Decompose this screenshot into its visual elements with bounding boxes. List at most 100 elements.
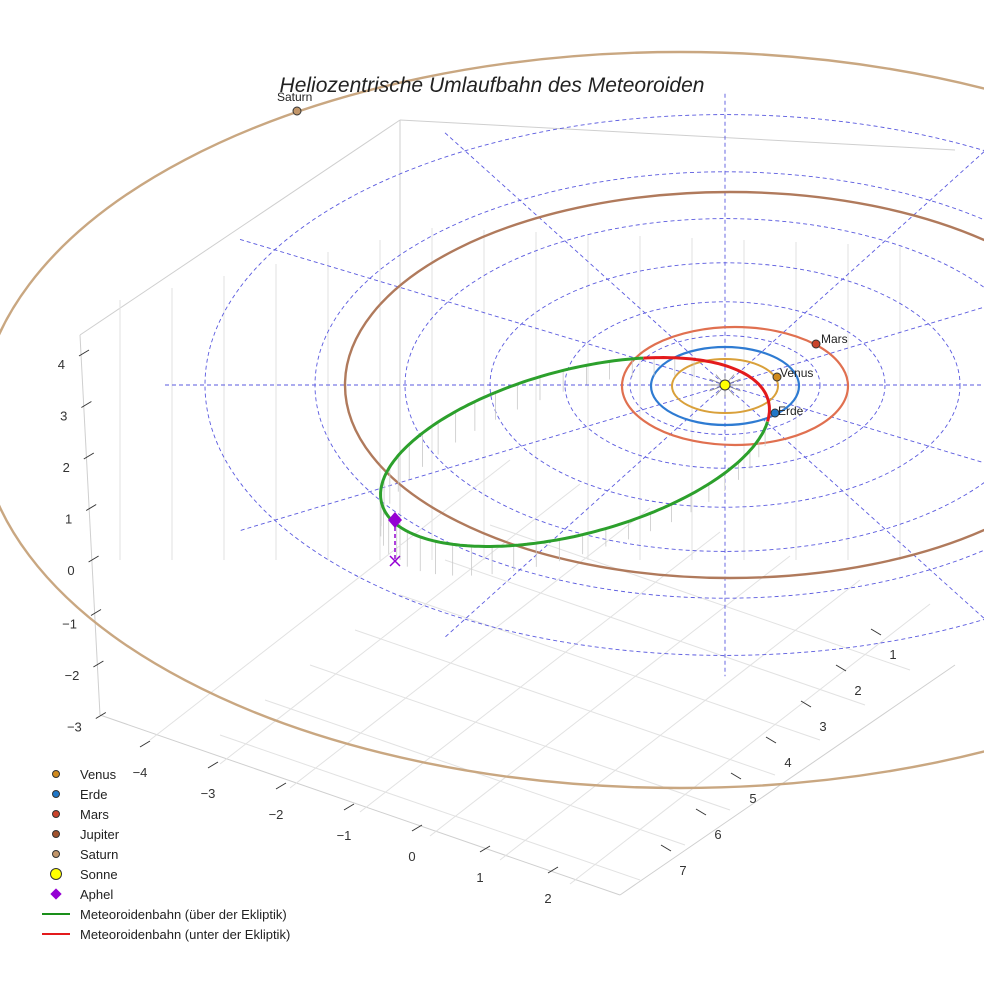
z-tick-label: −1 xyxy=(62,617,77,632)
legend-item: Meteoroidenbahn (unter der Ekliptik) xyxy=(38,924,290,944)
z-tick xyxy=(88,555,99,563)
ecliptic-ring xyxy=(564,301,886,469)
z-tick-label: 4 xyxy=(58,357,65,372)
mars-orbit xyxy=(620,325,850,447)
mars-marker xyxy=(811,339,821,349)
meteoroid-orbit xyxy=(379,355,771,576)
jupiter-orbit xyxy=(343,190,984,580)
z-tick-label: −3 xyxy=(67,720,82,735)
x-tick xyxy=(547,866,559,874)
y-tick xyxy=(695,808,707,816)
saturn-orbit xyxy=(0,50,984,790)
z-tick-label: 3 xyxy=(60,409,67,424)
chart-markers: Venus Erde Mars Saturn xyxy=(277,90,848,567)
x-tick-label: 1 xyxy=(476,870,483,885)
venus-marker xyxy=(772,372,782,382)
floor-gridline xyxy=(219,734,641,881)
z-tick xyxy=(83,452,95,460)
meteoroid-orbit-above xyxy=(379,356,769,548)
x-tick-label: −1 xyxy=(337,828,352,843)
legend-marker xyxy=(38,884,78,904)
floor-gridline xyxy=(149,459,511,741)
y-tick-label: 6 xyxy=(714,827,721,842)
floor-gridline xyxy=(354,629,776,776)
legend-item: Venus xyxy=(38,764,290,784)
z-tick xyxy=(81,401,92,408)
legend-marker xyxy=(38,844,78,864)
chart-title: Heliozentrische Umlaufbahn des Meteoroid… xyxy=(279,74,705,97)
y-tick xyxy=(835,664,847,672)
meteoroid-orbit-below xyxy=(643,355,771,422)
z-tick xyxy=(90,609,102,616)
legend-item: Aphel xyxy=(38,884,290,904)
legend-item: Meteoroidenbahn (über der Ekliptik) xyxy=(38,904,290,924)
planet-orbits xyxy=(0,50,984,790)
erde-orbit xyxy=(649,345,801,427)
z-tick-label: 2 xyxy=(63,460,70,475)
floor-gridline xyxy=(569,603,931,885)
y-tick-label: 4 xyxy=(784,755,791,770)
legend-marker xyxy=(38,824,78,844)
legend-marker xyxy=(38,904,78,924)
legend-label: Venus xyxy=(80,766,117,782)
x-tick-label: 2 xyxy=(544,891,551,906)
y-tick-label: 5 xyxy=(749,791,756,806)
x-tick-label: −2 xyxy=(269,807,284,822)
z-tick xyxy=(95,712,107,719)
ecliptic-ring xyxy=(404,218,984,552)
box-edge xyxy=(99,714,621,896)
legend-item: Erde xyxy=(38,784,290,804)
legend-label: Sonne xyxy=(80,866,118,882)
venus-label: Venus xyxy=(780,366,813,380)
box-edge xyxy=(619,664,956,896)
erde-marker xyxy=(770,408,780,418)
legend-label: Aphel xyxy=(80,886,114,902)
venus-orbit xyxy=(671,358,779,414)
saturn-label: Saturn xyxy=(277,90,312,104)
legend-marker xyxy=(38,764,78,784)
floor-gridline xyxy=(429,555,791,837)
legend-marker xyxy=(38,924,78,944)
box-edge xyxy=(79,119,401,336)
legend-label: Jupiter xyxy=(80,826,120,842)
y-tick xyxy=(870,628,882,636)
legend-label: Meteoroidenbahn (über der Ekliptik) xyxy=(80,906,287,922)
z-tick xyxy=(78,349,90,357)
legend-item: Jupiter xyxy=(38,824,290,844)
aphel-marker xyxy=(388,512,402,528)
y-tick-label: 3 xyxy=(819,719,826,734)
box-edge xyxy=(79,334,101,716)
x-tick xyxy=(139,740,151,748)
z-tick-label: 1 xyxy=(65,512,72,527)
z-tick-label: 0 xyxy=(67,563,74,578)
legend-label: Mars xyxy=(80,806,109,822)
z-tick xyxy=(93,660,104,668)
box-edge xyxy=(399,119,956,151)
floor-gridline xyxy=(219,483,581,765)
x-tick-label: −4 xyxy=(133,765,148,780)
x-tick xyxy=(275,782,287,790)
floor-gridline xyxy=(359,531,721,813)
floor-gridline xyxy=(289,507,651,789)
x-tick xyxy=(411,824,423,832)
mars-label: Mars xyxy=(821,332,848,346)
z-tick xyxy=(85,504,97,511)
legend-label: Saturn xyxy=(80,846,119,862)
x-tick xyxy=(343,803,355,811)
legend-marker xyxy=(38,784,78,804)
legend-item: Sonne xyxy=(38,864,290,884)
y-tick-label: 2 xyxy=(854,683,861,698)
legend-marker xyxy=(38,864,78,884)
floor-gridline xyxy=(309,664,731,811)
floor-gridline xyxy=(444,559,866,706)
legend-label: Meteoroidenbahn (unter der Ekliptik) xyxy=(80,926,291,942)
legend-item: Saturn xyxy=(38,844,290,864)
floor-gridline xyxy=(399,594,821,741)
x-tick-label: 0 xyxy=(408,849,415,864)
x-tick xyxy=(479,845,491,853)
z-tick-label: −2 xyxy=(65,668,80,683)
legend-item: Mars xyxy=(38,804,290,824)
ecliptic-grid xyxy=(165,93,984,677)
y-tick-label: 7 xyxy=(679,863,686,878)
